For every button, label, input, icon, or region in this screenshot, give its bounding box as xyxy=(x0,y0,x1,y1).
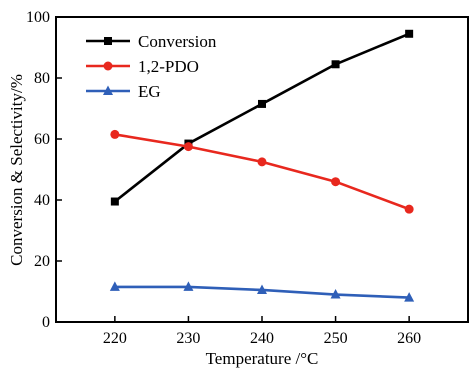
data-point-conversion xyxy=(331,60,340,69)
legend: Conversion 1,2-PDO EG xyxy=(86,32,217,101)
data-point-1-2-pdo xyxy=(183,142,193,152)
y-tick-label: 20 xyxy=(34,253,50,270)
legend-label-eg: EG xyxy=(138,82,161,101)
y-tick-label: 100 xyxy=(26,9,50,26)
legend-label-1-2-pdo: 1,2-PDO xyxy=(138,57,199,76)
legend-marker-eg xyxy=(103,85,113,95)
series-line-1-2-pdo xyxy=(114,133,410,211)
x-axis-title: Temperature /°C xyxy=(206,349,319,368)
series-eg xyxy=(109,281,415,302)
series-1-2-pdo xyxy=(110,129,414,214)
legend-marker-1-2-pdo xyxy=(103,61,113,71)
data-point-conversion xyxy=(110,197,119,206)
x-tick-label: 250 xyxy=(324,330,348,347)
y-tick-label: 40 xyxy=(34,192,50,209)
data-point-1-2-pdo xyxy=(257,157,267,167)
x-axis-ticks: 220 230 240 250 260 xyxy=(103,316,421,347)
y-tick-label: 80 xyxy=(34,70,50,87)
data-point-eg xyxy=(257,284,267,294)
data-point-1-2-pdo xyxy=(331,177,341,187)
y-axis-ticks: 0 20 40 60 80 100 xyxy=(26,9,62,331)
data-point-conversion xyxy=(258,99,266,108)
x-tick-label: 230 xyxy=(176,330,200,347)
data-point-conversion xyxy=(405,29,414,38)
legend-label-conversion: Conversion xyxy=(138,32,217,51)
x-tick-label: 220 xyxy=(103,330,127,347)
data-point-1-2-pdo xyxy=(404,204,414,214)
legend-marker-conversion xyxy=(104,37,112,45)
y-tick-label: 0 xyxy=(42,314,50,331)
x-tick-label: 260 xyxy=(397,330,421,347)
data-point-eg xyxy=(404,292,415,302)
data-point-eg xyxy=(109,281,120,291)
x-tick-label: 240 xyxy=(250,330,274,347)
series-layer xyxy=(109,29,415,302)
data-point-eg xyxy=(330,289,341,299)
data-point-eg xyxy=(183,281,194,291)
y-axis-title: Conversion & Selectivity/% xyxy=(7,74,26,266)
y-tick-label: 60 xyxy=(34,131,50,148)
plot-frame xyxy=(55,16,469,323)
data-point-1-2-pdo xyxy=(110,129,120,139)
